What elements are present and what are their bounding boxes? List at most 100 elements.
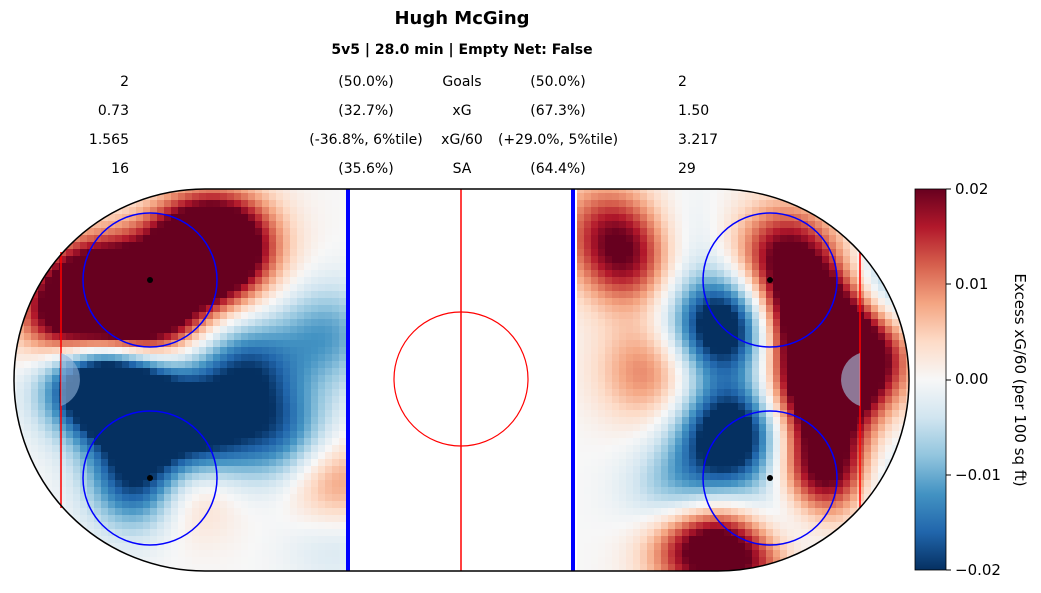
heatmap-cell [115, 361, 123, 369]
heatmap-cell [290, 522, 298, 530]
heatmap-cell [745, 452, 753, 460]
heatmap-cell [24, 235, 32, 243]
heatmap-cell [122, 529, 130, 537]
heatmap-cell [584, 312, 592, 320]
heatmap-cell [290, 284, 298, 292]
heatmap-cell [612, 200, 620, 208]
heatmap-cell [311, 354, 319, 362]
heatmap-cell [647, 214, 655, 222]
heatmap-cell [262, 347, 270, 355]
heatmap-cell [584, 207, 592, 215]
heatmap-cell [850, 228, 858, 236]
heatmap-cell [136, 326, 144, 334]
heatmap-cell [276, 550, 284, 558]
heatmap-cell [325, 235, 333, 243]
heatmap-cell [773, 417, 781, 425]
heatmap-cell [731, 396, 739, 404]
heatmap-cell [689, 410, 697, 418]
heatmap-cell [178, 375, 186, 383]
heatmap-cell [87, 424, 95, 432]
heatmap-cell [689, 543, 697, 551]
heatmap-cell [759, 403, 767, 411]
heatmap-cell [227, 410, 235, 418]
heatmap-cell [241, 431, 249, 439]
heatmap-cell [136, 368, 144, 376]
heatmap-cell [829, 508, 837, 516]
heatmap-cell [808, 298, 816, 306]
heatmap-cell [185, 424, 193, 432]
heatmap-cell [689, 193, 697, 201]
heatmap-cell [59, 550, 67, 558]
heatmap-cell [710, 452, 718, 460]
heatmap-cell [710, 375, 718, 383]
heatmap-cell [52, 529, 60, 537]
heatmap-cell [752, 424, 760, 432]
heatmap-cell [157, 347, 165, 355]
heatmap-cell [171, 221, 179, 229]
heatmap-cell [857, 333, 865, 341]
heatmap-cell [703, 305, 711, 313]
heatmap-cell [780, 189, 788, 194]
heatmap-cell [668, 368, 676, 376]
heatmap-cell [752, 396, 760, 404]
heatmap-cell [773, 515, 781, 523]
heatmap-cell [164, 200, 172, 208]
heatmap-cell [808, 270, 816, 278]
heatmap-cell [836, 361, 844, 369]
heatmap-cell [80, 571, 88, 579]
heatmap-cell [73, 564, 81, 571]
heatmap-cell [626, 473, 634, 481]
heatmap-cell [45, 326, 53, 334]
heatmap-cell [14, 431, 18, 439]
heatmap-cell [808, 291, 816, 299]
heatmap-cell [31, 557, 39, 565]
heatmap-cell [227, 200, 235, 208]
heatmap-cell [801, 228, 809, 236]
heatmap-cell [38, 305, 46, 313]
heatmap-cell [199, 242, 207, 250]
heatmap-cell [794, 389, 802, 397]
heatmap-cell [269, 319, 277, 327]
heatmap-cell [311, 571, 319, 579]
heatmap-cell [178, 368, 186, 376]
heatmap-cell [689, 501, 697, 509]
heatmap-cell [178, 508, 186, 516]
heatmap-cell [157, 515, 165, 523]
heatmap-cell [668, 189, 676, 194]
heatmap-cell [178, 256, 186, 264]
heatmap-cell [612, 347, 620, 355]
heatmap-cell [101, 550, 109, 558]
heatmap-cell [682, 368, 690, 376]
heatmap-cell [808, 235, 816, 243]
heatmap-cell [115, 193, 123, 201]
heatmap-cell [171, 354, 179, 362]
heatmap-cell [577, 361, 585, 369]
heatmap-cell [206, 501, 214, 509]
heatmap-cell [808, 340, 816, 348]
heatmap-cell [773, 494, 781, 502]
heatmap-cell [332, 529, 340, 537]
heatmap-cell [850, 473, 858, 481]
heatmap-cell [591, 543, 599, 551]
heatmap-cell [619, 396, 627, 404]
heatmap-cell [143, 354, 151, 362]
heatmap-cell [752, 557, 760, 565]
heatmap-cell [283, 473, 291, 481]
heatmap-cell [94, 207, 102, 215]
heatmap-cell [276, 529, 284, 537]
heatmap-cell [304, 368, 312, 376]
heatmap-cell [213, 522, 221, 530]
heatmap-cell [647, 396, 655, 404]
heatmap-cell [332, 473, 340, 481]
heatmap-cell [647, 284, 655, 292]
heatmap-cell [73, 473, 81, 481]
heatmap-cell [87, 347, 95, 355]
heatmap-cell [24, 291, 32, 299]
heatmap-cell [206, 452, 214, 460]
heatmap-cell [171, 284, 179, 292]
heatmap-cell [857, 480, 865, 488]
heatmap-cell [150, 396, 158, 404]
heatmap-cell [829, 305, 837, 313]
heatmap-cell [780, 424, 788, 432]
heatmap-cell [857, 424, 865, 432]
